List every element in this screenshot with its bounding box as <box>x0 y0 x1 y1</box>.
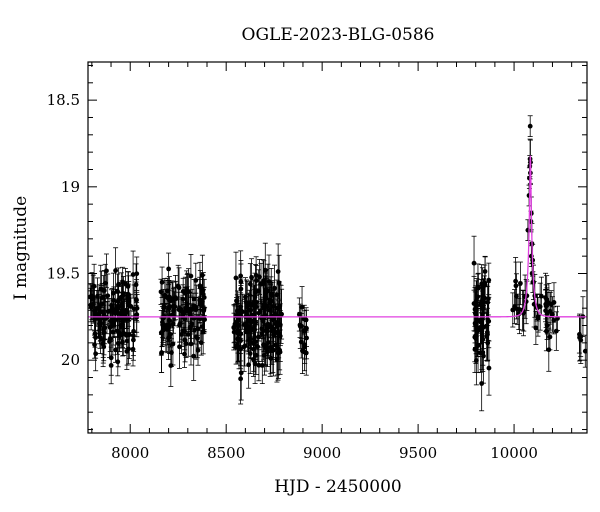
data-point <box>176 324 182 369</box>
model-curve-layer <box>88 155 587 318</box>
data-point <box>232 305 238 343</box>
data-point <box>163 303 169 352</box>
data-point <box>130 319 136 361</box>
data-point <box>261 335 267 376</box>
data-point <box>125 283 131 327</box>
data-point <box>236 308 242 343</box>
data-point <box>480 303 486 352</box>
data-point <box>274 279 280 310</box>
data-point <box>133 263 139 306</box>
data-point <box>98 306 104 341</box>
data-point <box>170 304 176 343</box>
data-points-layer <box>88 115 587 412</box>
data-point <box>159 266 165 298</box>
data-point <box>548 290 554 319</box>
data-point <box>238 282 244 341</box>
data-point <box>187 311 193 346</box>
data-point <box>108 346 114 385</box>
data-point <box>194 318 200 359</box>
data-point <box>105 298 111 325</box>
data-point <box>265 263 271 319</box>
data-point <box>301 304 307 334</box>
x-tick-label: 10000 <box>490 444 538 462</box>
y-tick-label: 18.5 <box>47 91 80 109</box>
data-point <box>158 309 164 356</box>
data-point <box>166 252 172 286</box>
data-point <box>260 285 266 330</box>
x-tick-label: 9000 <box>303 444 341 462</box>
data-point <box>267 318 273 377</box>
data-point <box>479 264 485 304</box>
model-curve <box>88 155 587 318</box>
data-point <box>299 286 305 329</box>
data-point <box>93 336 99 372</box>
data-point <box>130 250 136 299</box>
data-point <box>264 336 270 367</box>
data-point <box>246 289 252 321</box>
y-tick-label: 19.5 <box>47 265 80 283</box>
data-point <box>543 284 549 328</box>
data-point <box>180 277 186 305</box>
data-point <box>90 286 96 322</box>
axis-ticks: 8000 8500 9000 9500 10000 18.5 19 19.5 20 <box>47 62 587 462</box>
data-point <box>486 340 492 396</box>
plot-frame <box>87 61 588 434</box>
data-point <box>534 293 540 321</box>
data-point <box>115 347 121 377</box>
data-point <box>253 256 259 295</box>
data-point <box>523 279 529 325</box>
y-tick-label: 19 <box>61 178 80 196</box>
data-point <box>115 285 121 332</box>
data-point <box>554 305 560 331</box>
x-axis-title: HJD - 2450000 <box>274 477 402 497</box>
data-point <box>527 115 533 137</box>
x-tick-label: 9500 <box>399 444 437 462</box>
data-point <box>238 345 244 401</box>
data-point <box>168 344 174 387</box>
data-point <box>246 340 252 389</box>
data-point <box>199 291 205 321</box>
data-point <box>130 332 136 367</box>
data-point <box>131 284 137 333</box>
data-point <box>513 257 519 306</box>
data-point <box>122 267 128 300</box>
data-point <box>543 272 549 323</box>
data-point <box>262 298 268 333</box>
data-point <box>199 254 205 296</box>
y-tick-label: 20 <box>61 351 80 369</box>
data-point <box>478 295 484 345</box>
data-point <box>193 262 199 298</box>
data-point <box>126 310 132 359</box>
data-point <box>473 335 479 386</box>
x-tick-label: 8500 <box>207 444 245 462</box>
data-point <box>551 282 557 323</box>
data-point <box>176 291 182 328</box>
data-point <box>582 334 587 368</box>
data-point <box>486 262 492 298</box>
data-point <box>116 267 122 301</box>
x-tick-label: 8000 <box>111 444 149 462</box>
data-point <box>171 291 177 322</box>
data-point <box>113 337 119 363</box>
data-point <box>258 262 264 305</box>
y-axis-title: I magnitude <box>11 196 31 300</box>
data-point <box>474 302 480 357</box>
data-point <box>479 355 485 412</box>
data-point <box>251 303 257 338</box>
data-point <box>473 280 479 322</box>
data-point <box>483 309 489 343</box>
data-point <box>161 288 167 325</box>
chart-title: OGLE-2023-BLG-0586 <box>242 25 435 45</box>
